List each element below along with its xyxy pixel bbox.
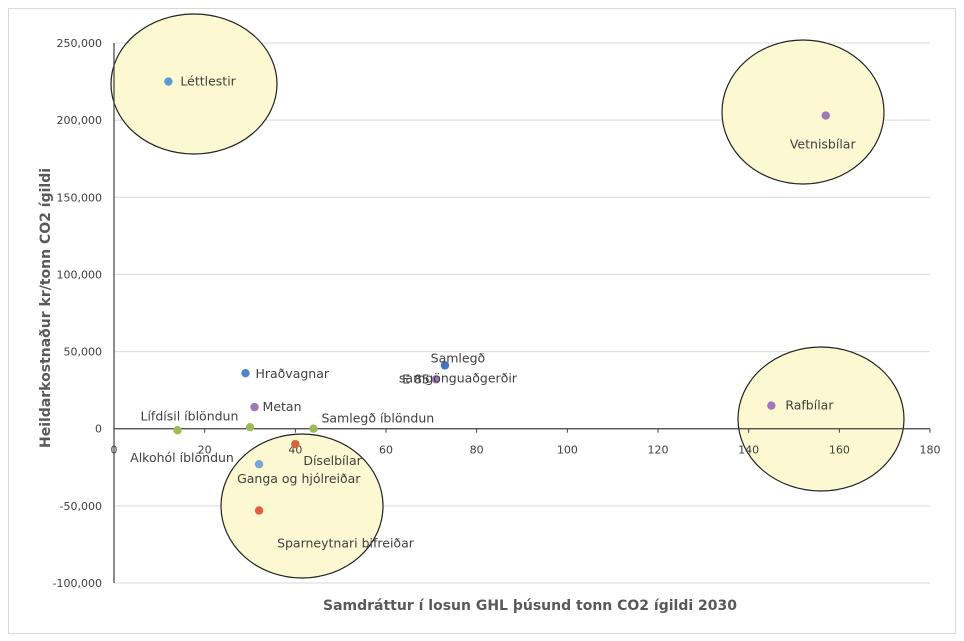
point-label: Díselbílar xyxy=(303,453,362,468)
data-point xyxy=(164,77,173,86)
y-tick-label: 250,000 xyxy=(57,37,103,50)
data-point xyxy=(309,424,318,433)
point-label: Hraðvagnar xyxy=(255,366,329,381)
highlight-circle xyxy=(110,13,278,155)
point-label: Sparneytnari bifreiðar xyxy=(277,535,415,550)
point-labels: Léttlestir Vetnisbílar Samlegð samgönguaðge… xyxy=(130,74,856,551)
point-label: Vetnisbílar xyxy=(790,137,857,152)
point-label: Rafbílar xyxy=(785,398,834,413)
x-tick-label: 40 xyxy=(288,444,302,457)
highlight-circles xyxy=(110,13,905,579)
point-label: Metan xyxy=(263,399,302,414)
highlight-circle xyxy=(737,346,905,492)
data-point xyxy=(291,439,300,449)
data-point xyxy=(821,111,830,120)
x-tick-label: 80 xyxy=(470,444,484,457)
y-tick-label: -100,000 xyxy=(53,577,102,590)
y-tick-label: 50,000 xyxy=(64,346,103,359)
y-tick-label: -50,000 xyxy=(60,500,102,513)
data-point xyxy=(254,460,264,469)
point-label: Samlegð xyxy=(431,350,486,365)
x-tick-label: 180 xyxy=(920,444,941,457)
x-tick-label: 100 xyxy=(557,444,578,457)
x-tick-label: 60 xyxy=(379,444,393,457)
x-tick-label: 120 xyxy=(648,444,669,457)
data-point xyxy=(440,361,450,370)
y-tick-label: 200,000 xyxy=(57,114,103,127)
tick-labels: -100,000 -50,000 0 50,000 100,000 150,000 200,… xyxy=(53,37,941,590)
point-label: E 85 xyxy=(402,371,430,386)
point-label: Léttlestir xyxy=(180,74,236,89)
data-point xyxy=(241,368,250,378)
y-tick-label: 100,000 xyxy=(57,268,103,281)
x-axis-title: Samdráttur í losun GHL þúsund tonn CO2 í… xyxy=(323,598,737,614)
data-point xyxy=(250,402,259,412)
highlight-circle xyxy=(721,39,885,185)
data-points xyxy=(164,77,830,515)
point-label: Lífdísil íblöndun xyxy=(141,408,239,423)
point-label: Alkohól íblöndun xyxy=(130,450,234,465)
point-label: Ganga og hjólreiðar xyxy=(237,471,361,486)
x-tick-label: 160 xyxy=(829,444,850,457)
y-axis-title: Heildarkostnaður kr/tonn CO2 ígildi xyxy=(38,168,54,448)
highlight-circle xyxy=(220,433,384,579)
x-tick-label: 0 xyxy=(111,444,118,457)
point-label: samgönguaðgerðir xyxy=(399,370,518,385)
y-tick-label: 150,000 xyxy=(57,191,103,204)
x-tick-label: 20 xyxy=(198,444,212,457)
data-point xyxy=(431,375,441,384)
data-point xyxy=(254,506,264,515)
y-tick-label: 0 xyxy=(95,423,102,436)
data-point xyxy=(245,422,255,432)
point-label: Samlegð íblöndun xyxy=(321,411,434,426)
data-point xyxy=(173,426,182,435)
x-tick-label: 140 xyxy=(738,444,759,457)
data-point xyxy=(767,401,776,410)
